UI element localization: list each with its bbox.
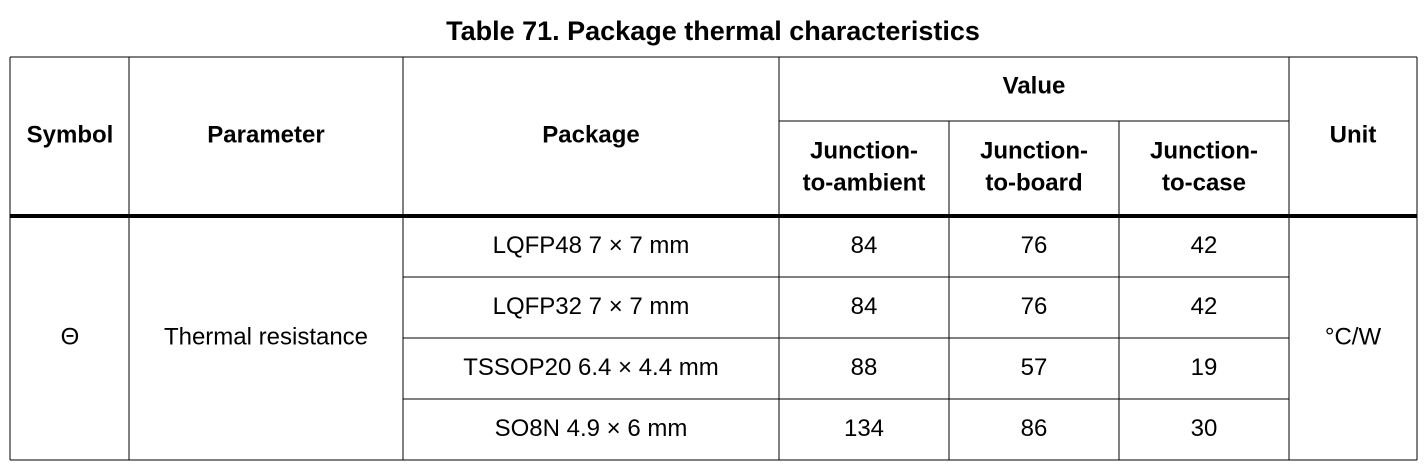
value-cell: 84 — [851, 293, 878, 320]
table-title: Table 71. Package thermal characteristic… — [446, 16, 980, 46]
value-cell: 76 — [1021, 232, 1048, 259]
header-cell: Junction- — [980, 137, 1088, 164]
value-cell: 76 — [1021, 293, 1048, 320]
header-cell: to-ambient — [803, 169, 926, 196]
package-cell: LQFP48 7 × 7 mm — [493, 232, 690, 259]
parameter-cell: Thermal resistance — [164, 323, 368, 350]
header-cell: Unit — [1330, 121, 1377, 148]
value-cell: 19 — [1191, 354, 1218, 381]
value-cell: 88 — [851, 354, 878, 381]
header-cell: Parameter — [207, 121, 324, 148]
header-cell: Package — [542, 121, 639, 148]
value-cell: 57 — [1021, 354, 1048, 381]
unit-cell: °C/W — [1325, 323, 1382, 350]
header-cell: to-board — [985, 169, 1082, 196]
value-cell: 42 — [1191, 293, 1218, 320]
value-cell: 42 — [1191, 232, 1218, 259]
header-cell: to-case — [1162, 169, 1246, 196]
value-cell: 84 — [851, 232, 878, 259]
table-grid — [9, 56, 1418, 461]
value-cell: 134 — [844, 415, 884, 442]
symbol-cell: Θ — [61, 323, 80, 350]
value-cell: 30 — [1191, 415, 1218, 442]
header-cell: Value — [1003, 72, 1066, 99]
package-cell: LQFP32 7 × 7 mm — [493, 293, 690, 320]
value-cell: 86 — [1021, 415, 1048, 442]
header-cell: Symbol — [27, 121, 114, 148]
package-cell: TSSOP20 6.4 × 4.4 mm — [463, 354, 718, 381]
header-cell: Junction- — [1150, 137, 1258, 164]
header-cell: Junction- — [810, 137, 918, 164]
package-cell: SO8N 4.9 × 6 mm — [495, 415, 688, 442]
